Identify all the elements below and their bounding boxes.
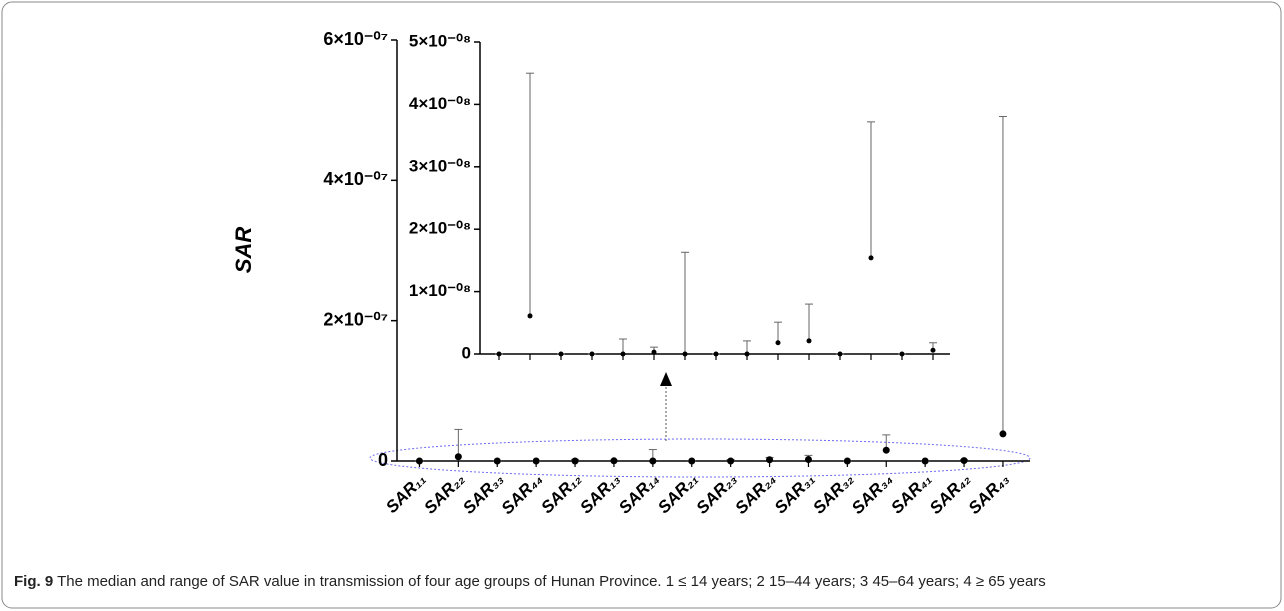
median-dot	[744, 351, 750, 357]
x-tick-label: SAR₄₄	[498, 469, 547, 518]
x-tick-label: SAR₁₂	[537, 469, 585, 517]
y-tick-label: 2×10⁻⁰⁷	[323, 309, 388, 329]
x-tick-label: SAR₃₄	[848, 469, 896, 517]
median-dot	[843, 457, 851, 465]
median-dot	[837, 351, 843, 357]
median-dot	[882, 446, 890, 454]
x-tick-label: SAR₄₁	[887, 470, 935, 518]
median-dot	[921, 457, 929, 465]
median-dot	[571, 457, 579, 465]
median-dot	[766, 456, 774, 464]
median-dot	[610, 457, 618, 465]
median-dot	[415, 457, 423, 465]
median-dot	[651, 349, 657, 355]
arrow-head	[660, 372, 672, 386]
x-tick-label: SAR₃₁	[771, 470, 819, 518]
median-dot	[930, 347, 936, 353]
caption: Fig. 9 The median and range of SAR value…	[14, 572, 1269, 592]
caption-text: The median and range of SAR value in tra…	[57, 573, 1046, 590]
median-dot	[713, 351, 719, 357]
median-dot	[527, 313, 533, 319]
median-dot	[727, 457, 735, 465]
median-dot	[649, 457, 657, 465]
median-dot	[589, 351, 595, 357]
x-tick-label: SAR₂₂	[420, 469, 468, 517]
median-dot	[493, 457, 501, 465]
x-tick-label: SAR₃₃	[459, 470, 507, 518]
y-tick-label: 5×10⁻⁰⁸	[409, 31, 471, 50]
median-dot	[899, 351, 905, 357]
median-dot	[775, 340, 781, 346]
median-dot	[960, 457, 968, 465]
x-tick-label: SAR₄₃	[965, 470, 1013, 518]
median-dot	[806, 338, 812, 344]
x-tick-label: SAR₄₂	[926, 469, 975, 518]
y-tick-label: 2×10⁻⁰⁸	[409, 219, 471, 238]
zoom-ellipse	[369, 438, 1031, 478]
y-tick-label: 6×10⁻⁰⁷	[323, 29, 388, 49]
x-tick-label: SAR₂₁	[654, 470, 702, 518]
median-dot	[688, 457, 696, 465]
x-tick-label: SAR₁₃	[576, 470, 624, 518]
y-tick-label: 3×10⁻⁰⁸	[409, 156, 471, 175]
y-tick-label: 0	[462, 343, 471, 362]
y-tick-label: 0	[378, 450, 388, 470]
median-dot	[804, 456, 812, 464]
median-dot	[682, 351, 688, 357]
y-axis-label: SAR	[231, 227, 256, 274]
median-dot	[620, 351, 626, 357]
x-tick-label: SAR₁₁	[382, 470, 429, 517]
y-tick-label: 1×10⁻⁰⁸	[409, 281, 471, 300]
median-dot	[532, 457, 540, 465]
caption-label: Fig. 9	[14, 573, 54, 590]
y-tick-label: 4×10⁻⁰⁸	[409, 94, 471, 113]
median-dot	[496, 351, 502, 357]
median-dot	[558, 351, 564, 357]
median-dot	[454, 453, 462, 461]
x-tick-label: SAR₃₂	[809, 469, 857, 517]
median-dot	[999, 430, 1007, 438]
median-dot	[868, 255, 874, 261]
y-tick-label: 4×10⁻⁰⁷	[323, 169, 388, 189]
